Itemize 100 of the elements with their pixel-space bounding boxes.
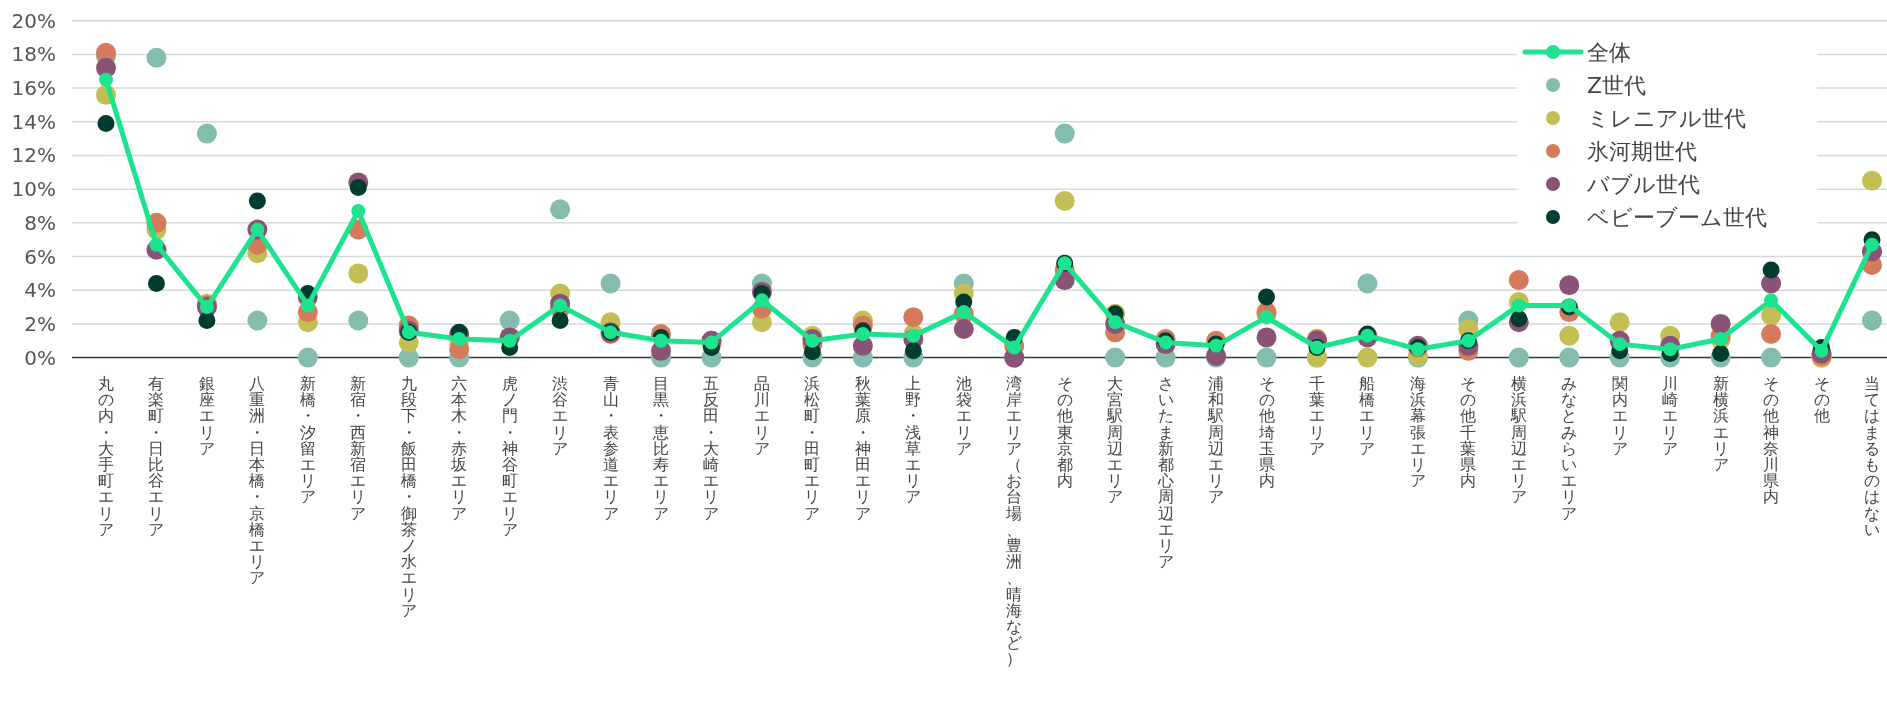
- category-label: 虎ノ門・神谷町エリア: [501, 375, 518, 539]
- x-tick-label: 品川エリア: [753, 375, 770, 458]
- point: [1258, 288, 1276, 306]
- category-label: 有楽町・日比谷エリア: [148, 375, 165, 539]
- point: [1007, 340, 1022, 355]
- point: [1105, 347, 1126, 368]
- point: [551, 312, 569, 330]
- y-tick-label: 2%: [24, 311, 56, 336]
- legend-label: バブル世代: [1586, 172, 1700, 197]
- x-tick-label: その他: [1813, 375, 1830, 426]
- category-label: 新宿・西新宿エリア: [350, 375, 367, 523]
- category-label: 九段下・飯田橋・御茶ノ水エリア: [400, 375, 417, 620]
- x-tick-label: 船橋エリア: [1359, 375, 1376, 458]
- point: [1764, 293, 1779, 308]
- point: [97, 114, 115, 132]
- point: [1508, 347, 1529, 368]
- category-label: みなとみらいエリア: [1561, 375, 1578, 523]
- point: [348, 310, 369, 331]
- point: [1559, 275, 1580, 296]
- point: [297, 347, 318, 368]
- x-tick-label: 関内エリア: [1611, 375, 1628, 458]
- point: [1761, 347, 1782, 368]
- y-tick-label: 20%: [11, 8, 56, 33]
- y-tick-label: 6%: [24, 244, 56, 269]
- point: [99, 72, 113, 87]
- point: [904, 342, 922, 360]
- legend-label: ベビーブーム世代: [1587, 205, 1767, 230]
- category-label: 五反田・大崎エリア: [703, 375, 720, 523]
- point: [1508, 270, 1529, 291]
- point: [348, 263, 369, 284]
- point: [1559, 347, 1580, 368]
- point: [1865, 237, 1879, 252]
- y-tick-label: 0%: [24, 345, 56, 370]
- point: [1712, 344, 1730, 362]
- legend-label: 全体: [1587, 40, 1631, 65]
- point: [351, 204, 366, 219]
- category-label: 青山・表参道エリア: [602, 375, 619, 523]
- x-tick-label: 新横浜エリア: [1712, 375, 1729, 474]
- y-tick-label: 12%: [11, 143, 56, 168]
- point: [198, 312, 216, 330]
- x-tick-label: その他埼玉県内: [1257, 375, 1275, 491]
- y-tick-label: 18%: [11, 42, 56, 67]
- y-tick-label: 10%: [11, 177, 56, 202]
- point: [1862, 170, 1882, 191]
- category-label: 目黒・恵比寿エリア: [653, 375, 670, 523]
- x-tick-label: その他東京都内: [1056, 375, 1073, 491]
- point: [1761, 324, 1782, 345]
- x-tick-label: 上野・浅草エリア: [905, 375, 922, 507]
- x-tick-label: 渋谷エリア: [552, 375, 569, 458]
- point: [146, 47, 167, 68]
- point: [349, 178, 367, 196]
- point: [1054, 190, 1075, 211]
- y-tick-label: 14%: [11, 109, 56, 134]
- category-label: 八重洲・日本橋・京橋エリア: [249, 375, 266, 588]
- x-tick-label: 浦和駅周辺エリア: [1207, 375, 1225, 507]
- point: [1510, 310, 1528, 328]
- point: [1862, 310, 1882, 331]
- point: [903, 307, 924, 328]
- point: [1256, 327, 1277, 348]
- x-tick-label: その他神奈川県内: [1763, 375, 1780, 507]
- point: [1559, 325, 1580, 346]
- y-tick-label: 8%: [24, 210, 56, 235]
- point: [953, 318, 974, 339]
- category-label: 六本木・赤坂エリア: [451, 375, 468, 523]
- category-label: 浜松町・田町エリア: [804, 375, 821, 523]
- point: [855, 327, 870, 342]
- y-tick-label: 16%: [11, 76, 56, 101]
- legend-label: ミレニアル世代: [1587, 106, 1746, 131]
- point: [147, 274, 165, 292]
- x-tick-label: 大宮駅周辺エリア: [1106, 375, 1124, 507]
- x-tick-label: 千葉エリア: [1308, 375, 1325, 458]
- x-tick-label: 川崎エリア: [1662, 375, 1679, 458]
- category-label: さいたま新都心周辺エリア: [1157, 375, 1174, 572]
- point: [654, 333, 669, 348]
- x-tick-label: 海浜幕張エリア: [1409, 375, 1426, 491]
- category-label: 丸の内・大手町エリア: [98, 375, 114, 539]
- point: [499, 310, 520, 331]
- point: [1762, 261, 1780, 279]
- point: [1609, 312, 1630, 333]
- point: [600, 273, 621, 294]
- y-tick-label: 4%: [24, 278, 56, 303]
- category-label: 湾岸エリア（お台場、豊洲、晴海など）: [1006, 375, 1023, 669]
- point: [247, 310, 268, 331]
- category-label: 当てはまるものはない: [1864, 375, 1880, 539]
- point: [248, 192, 266, 210]
- point: [1256, 347, 1277, 368]
- x-tick-label: 銀座エリア: [198, 375, 215, 458]
- point: [550, 199, 571, 220]
- x-tick-label: その他千葉県内: [1460, 375, 1477, 491]
- x-tick-label: 新橋・汐留エリア: [299, 375, 316, 507]
- point: [1710, 313, 1731, 334]
- point: [1357, 273, 1378, 294]
- x-tick-label: 横浜駅周辺エリア: [1509, 375, 1527, 507]
- category-label: 秋葉原・神田エリア: [854, 375, 871, 523]
- point: [754, 293, 769, 308]
- legend-label: Z世代: [1587, 73, 1647, 98]
- point: [1054, 123, 1075, 144]
- point: [196, 123, 217, 144]
- legend-label: 氷河期世代: [1587, 139, 1697, 164]
- x-tick-label: 池袋エリア: [955, 375, 972, 458]
